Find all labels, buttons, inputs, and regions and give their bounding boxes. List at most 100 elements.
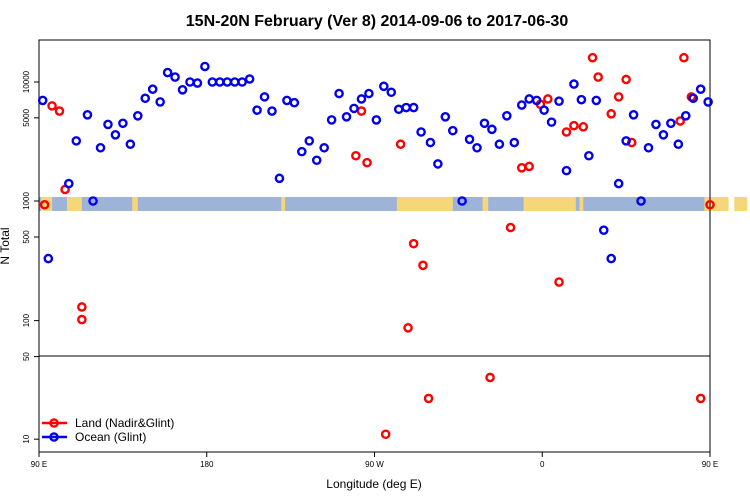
ocean-point: [259, 92, 270, 102]
ocean-point: [289, 97, 300, 108]
map-land: [523, 197, 576, 211]
ocean-point: [162, 67, 173, 78]
ocean-point: [274, 173, 285, 184]
ocean-point: [252, 105, 262, 115]
ocean-point: [703, 97, 713, 107]
x-tick-label: 90 W: [365, 460, 384, 469]
ocean-point: [569, 79, 579, 89]
ocean-point: [401, 102, 411, 113]
y-tick-label: 500: [22, 230, 31, 244]
ocean-point: [37, 95, 48, 106]
ocean-point: [132, 110, 143, 121]
ocean-point: [371, 115, 382, 125]
map-land: [579, 197, 584, 211]
land-point: [403, 323, 413, 333]
ocean-point: [304, 136, 315, 146]
ocean-point: [516, 100, 527, 110]
x-axis-label: Longitude (deg E): [326, 477, 421, 491]
ocean-point: [591, 95, 602, 106]
land-point: [561, 127, 572, 137]
ocean-point: [64, 178, 74, 189]
land-point: [380, 429, 391, 440]
ocean-point: [222, 77, 233, 87]
y-tick-label: 100: [22, 313, 31, 327]
ocean-point: [576, 94, 587, 105]
ocean-point: [341, 111, 352, 122]
ocean-point: [464, 134, 475, 145]
land-point: [47, 101, 57, 111]
map-ocean: [39, 197, 710, 211]
ocean-point: [326, 115, 337, 125]
land-point: [705, 199, 715, 210]
ocean-point: [103, 119, 113, 130]
land-point: [408, 238, 419, 249]
x-tick-label: 90 E: [31, 460, 47, 469]
legend-ocean-label: Ocean (Glint): [75, 430, 146, 444]
map-land: [281, 197, 286, 211]
ocean-point: [297, 146, 307, 157]
ocean-point: [88, 196, 98, 206]
land-point: [39, 199, 50, 210]
ocean-point: [364, 88, 374, 99]
map-land: [482, 197, 489, 211]
ocean-point: [554, 96, 564, 106]
x-tick-label: 180: [200, 460, 214, 469]
ocean-point: [140, 93, 151, 104]
map-land: [734, 197, 748, 211]
land-point: [621, 74, 631, 85]
ocean-point: [229, 77, 240, 87]
land-point: [362, 157, 372, 168]
y-tick-label: 10: [22, 434, 31, 443]
map-land: [66, 197, 82, 211]
ocean-point: [695, 84, 706, 94]
y-axis-label: N Total: [0, 227, 12, 264]
legend-land-marker: [49, 418, 59, 428]
land-point: [569, 120, 579, 131]
ocean-point: [680, 110, 691, 121]
chart-title: 15N-20N February (Ver 8) 2014-09-06 to 2…: [186, 13, 569, 30]
ocean-point: [386, 87, 397, 98]
ocean-point: [416, 127, 426, 137]
y-tick-label: 50: [22, 352, 31, 361]
ocean-point: [356, 94, 367, 104]
land-point: [423, 393, 434, 404]
ocean-point: [170, 72, 180, 82]
ocean-point: [472, 142, 482, 153]
ocean-point: [95, 142, 106, 153]
ocean-point: [628, 110, 639, 120]
ocean-point: [666, 118, 676, 129]
legend: Land (Nadir&Glint) Ocean (Glint): [42, 416, 174, 444]
land-point: [543, 94, 553, 104]
map-land: [132, 197, 138, 211]
plot-frame: [38, 39, 711, 453]
ocean-point: [82, 110, 93, 120]
ocean-point: [244, 74, 255, 84]
land-point: [675, 116, 685, 126]
land-point: [54, 106, 65, 116]
ocean-point: [636, 196, 646, 206]
ocean-point: [440, 111, 451, 122]
land-point: [613, 92, 624, 102]
ocean-point: [502, 110, 512, 121]
data-points: [37, 52, 715, 440]
ocean-point: [457, 196, 467, 206]
x-axis: 90 E 180 90 W 0 90 E: [31, 452, 718, 469]
ocean-point: [598, 225, 609, 235]
ocean-point: [192, 78, 203, 88]
land-point: [395, 139, 406, 150]
ocean-point: [479, 118, 490, 129]
ocean-point: [110, 129, 121, 140]
ocean-point: [643, 142, 654, 153]
ocean-point: [425, 137, 436, 148]
ocean-point: [651, 119, 661, 130]
legend-ocean-marker: [49, 432, 59, 442]
ocean-point: [207, 77, 218, 87]
land-point: [356, 106, 367, 116]
x-tick-label: 90 E: [702, 460, 718, 469]
map-land: [396, 197, 453, 211]
land-point: [77, 314, 87, 325]
ocean-point: [531, 95, 542, 106]
land-point: [505, 222, 516, 233]
ocean-point: [155, 97, 165, 107]
land-point: [77, 302, 87, 312]
